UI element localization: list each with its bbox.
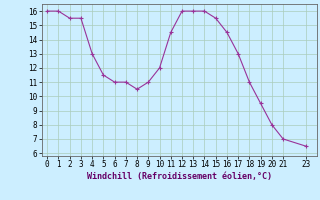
X-axis label: Windchill (Refroidissement éolien,°C): Windchill (Refroidissement éolien,°C) [87, 172, 272, 181]
